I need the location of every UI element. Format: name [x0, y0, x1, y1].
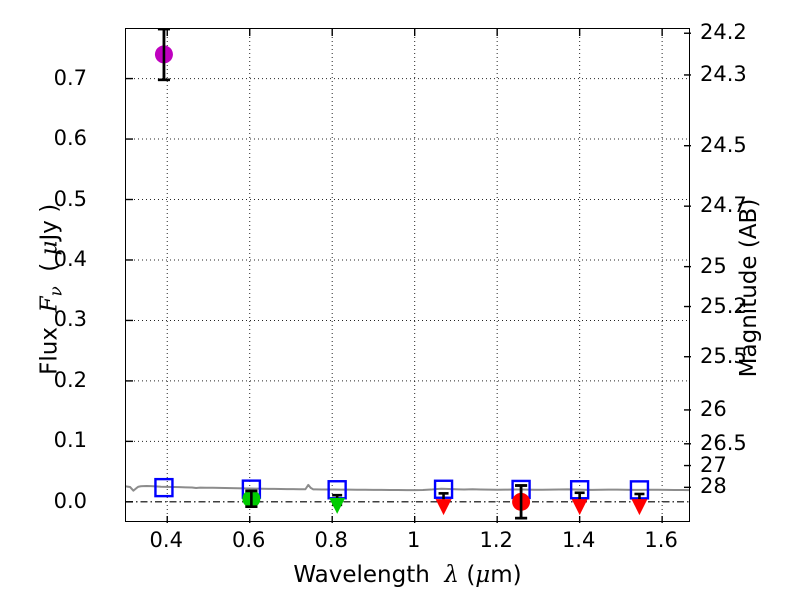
y-tick-label-right: 25.5 [700, 343, 747, 368]
model-photometry-marker [154, 477, 174, 498]
x-tick-label: 1.2 [479, 528, 513, 552]
y-tick-label-right: 25.2 [700, 293, 747, 318]
y-tick-label-right: 24.5 [700, 132, 747, 157]
y-tick-label-left: 0.1 [53, 428, 87, 453]
y-tick-label-left: 0.4 [53, 246, 87, 271]
series-observed-detections [154, 29, 531, 520]
x-tick-label: 1 [406, 528, 421, 552]
y-tick-label-right: 25 [700, 253, 727, 278]
y-tick-label-left: 0.0 [53, 488, 87, 513]
tick-marks-layer [126, 29, 691, 523]
y-tick-label-left: 0.2 [53, 367, 87, 392]
y-tick-label-right: 28 [700, 474, 727, 499]
y-tick-label-right: 24.7 [700, 193, 747, 218]
x-tick-label: 0.8 [314, 528, 348, 552]
y-tick-label-right: 26 [700, 396, 727, 421]
y-tick-label-left: 0.3 [53, 307, 87, 332]
x-tick-label: 1.6 [644, 528, 678, 552]
x-tick-label: 0.4 [149, 528, 183, 552]
lambda-symbol: λ [444, 562, 459, 588]
upper-limit-marker [571, 499, 588, 516]
grid-layer [126, 29, 689, 521]
flux-symbol: Fν [36, 286, 66, 313]
x-axis-units: (μm) [466, 562, 522, 588]
upper-limit-marker [329, 497, 346, 514]
x-tick-label: 1.4 [561, 528, 596, 552]
series-upper-limits [329, 491, 648, 516]
y-tick-label-right: 24.3 [700, 61, 747, 86]
y-tick-label-right: 27 [700, 452, 727, 477]
y-tick-label-left: 0.6 [53, 126, 87, 151]
y-tick-label-left: 0.7 [53, 65, 87, 90]
x-axis-title-text: Wavelength [293, 562, 430, 588]
x-tick-label: 0.6 [232, 528, 266, 552]
plot-clip [126, 29, 689, 521]
y-axis-left-units: ( μJy ) [36, 203, 63, 272]
y-axis-left-title: Flux Fν ( μJy ) [37, 42, 66, 536]
y-tick-label-right: 24.2 [700, 20, 747, 45]
y-axis-left-title-text: Flux [36, 327, 63, 375]
x-axis-title: Wavelength λ (μm) [125, 562, 690, 588]
y-tick-label-left: 0.5 [53, 186, 87, 211]
upper-limit-marker [631, 499, 648, 516]
upper-limit-marker [435, 499, 452, 516]
y-axis-right-title: Magnitude (AB) [736, 41, 762, 535]
y-tick-label-right: 26.5 [700, 430, 747, 455]
data-layer [126, 29, 689, 520]
y-axis-right-title-text: Magnitude (AB) [736, 198, 762, 378]
plot-area [125, 28, 691, 523]
